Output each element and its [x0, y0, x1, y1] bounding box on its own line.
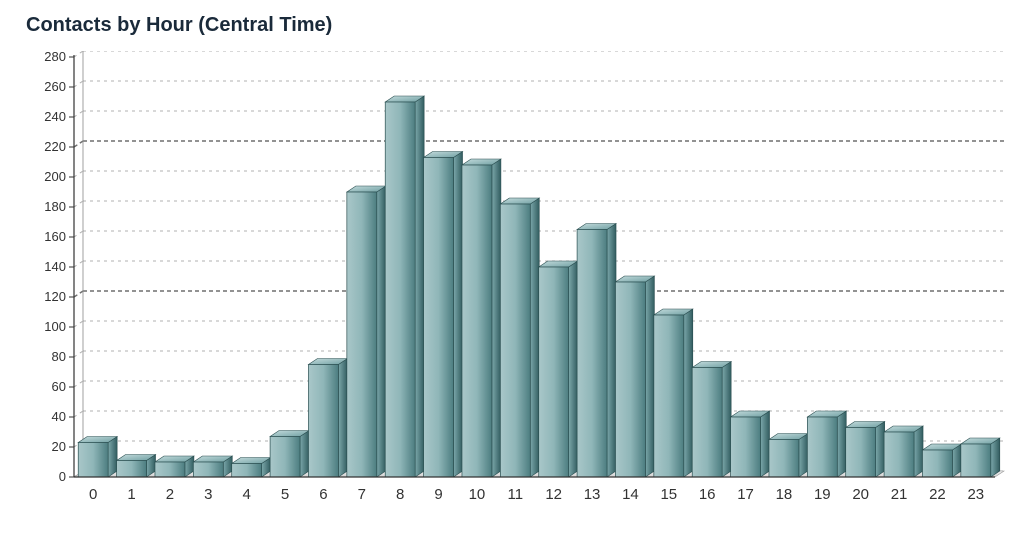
x-tick-label: 1: [127, 486, 135, 503]
bar: [922, 444, 961, 477]
bar: [539, 261, 578, 477]
x-tick-label: 17: [737, 486, 754, 503]
y-tick-label: 60: [52, 379, 66, 394]
x-tick-label: 9: [434, 486, 442, 503]
x-tick-label: 15: [660, 486, 677, 503]
x-tick-label: 5: [281, 486, 289, 503]
bar: [577, 224, 616, 478]
x-tick-label: 8: [396, 486, 404, 503]
x-tick-label: 16: [699, 486, 716, 503]
x-tick-label: 3: [204, 486, 212, 503]
y-tick-label: 280: [44, 51, 66, 64]
bar: [78, 437, 117, 478]
y-tick-label: 260: [44, 79, 66, 94]
x-tick-label: 13: [584, 486, 601, 503]
bar: [232, 458, 271, 478]
x-tick-label: 2: [166, 486, 174, 503]
x-tick-label: 21: [891, 486, 908, 503]
bar: [846, 422, 885, 478]
y-tick-label: 0: [59, 469, 66, 484]
y-tick-label: 140: [44, 259, 66, 274]
y-tick-label: 220: [44, 139, 66, 154]
x-tick-label: 4: [243, 486, 251, 503]
x-tick-label: 6: [319, 486, 327, 503]
bar: [385, 96, 424, 477]
bar: [500, 198, 539, 477]
bar: [769, 434, 808, 478]
bar: [270, 431, 309, 478]
bar: [155, 456, 194, 477]
y-tick-label: 180: [44, 199, 66, 214]
bar: [692, 362, 731, 478]
bar: [347, 186, 386, 477]
y-tick-label: 100: [44, 319, 66, 334]
contacts-by-hour-chart: Contacts by Hour (Central Time) 02040608…: [20, 14, 1004, 531]
x-tick-label: 19: [814, 486, 831, 503]
x-tick-label: 11: [508, 486, 524, 503]
y-tick-label: 240: [44, 109, 66, 124]
bar: [654, 309, 693, 477]
bar: [193, 456, 232, 477]
chart-canvas: 0204060801001201401601802002202402602800…: [20, 51, 1020, 531]
x-tick-label: 20: [852, 486, 869, 503]
bar: [807, 411, 846, 477]
y-tick-label: 20: [52, 439, 66, 454]
bar: [731, 411, 770, 477]
bar: [615, 276, 654, 477]
y-tick-label: 200: [44, 169, 66, 184]
chart-title: Contacts by Hour (Central Time): [26, 14, 1004, 37]
y-tick-label: 80: [52, 349, 66, 364]
y-tick-label: 160: [44, 229, 66, 244]
x-tick-label: 18: [776, 486, 793, 503]
x-tick-label: 7: [358, 486, 366, 503]
bar: [961, 438, 1000, 477]
bar: [884, 426, 923, 477]
y-tick-label: 120: [44, 289, 66, 304]
x-tick-label: 14: [622, 486, 639, 503]
x-tick-label: 22: [929, 486, 946, 503]
x-tick-label: 10: [469, 486, 486, 503]
bar: [117, 455, 156, 478]
bar: [424, 152, 463, 478]
x-tick-label: 12: [545, 486, 562, 503]
x-tick-label: 0: [89, 486, 97, 503]
bar: [308, 359, 347, 478]
x-tick-label: 23: [967, 486, 984, 503]
y-tick-label: 40: [52, 409, 66, 424]
bar: [462, 159, 501, 477]
